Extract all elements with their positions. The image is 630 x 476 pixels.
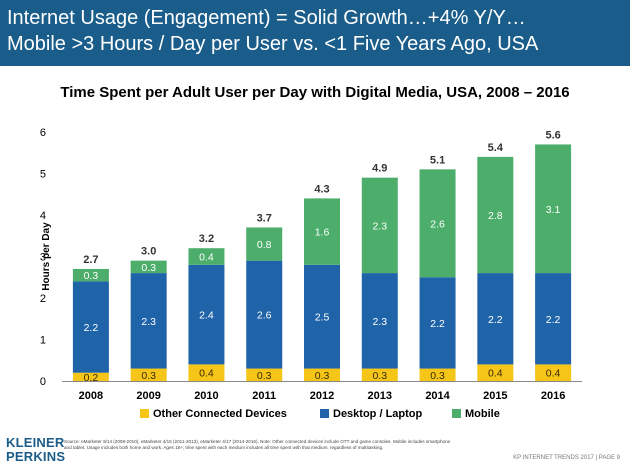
- data-label: 0.4: [546, 368, 561, 380]
- data-label: 2.8: [488, 210, 503, 222]
- data-label: 0.3: [315, 370, 330, 382]
- total-label: 5.4: [488, 142, 504, 154]
- data-label: 0.3: [257, 370, 272, 382]
- data-label: 2.2: [84, 322, 99, 334]
- data-label: 2.2: [546, 314, 561, 326]
- y-tick-label: 3: [40, 252, 46, 264]
- data-label: 0.3: [84, 270, 99, 282]
- total-label: 3.2: [199, 233, 214, 245]
- y-tick-label: 0: [40, 376, 46, 388]
- x-tick-label: 2015: [483, 390, 507, 402]
- slide-header: Internet Usage (Engagement) = Solid Grow…: [0, 0, 630, 66]
- bar-segment: [130, 260, 167, 274]
- bar-segment: [188, 248, 225, 265]
- x-tick-label: 2012: [310, 390, 334, 402]
- bar-segment: [535, 273, 572, 365]
- legend-label: Other Connected Devices: [153, 408, 287, 420]
- data-label: 2.6: [430, 218, 445, 230]
- y-tick-label: 1: [40, 335, 46, 347]
- y-tick-label: 5: [40, 169, 46, 181]
- bar-segment: [535, 144, 572, 274]
- slide-title-line-1: Internet Usage (Engagement) = Solid Grow…: [7, 7, 526, 29]
- bar-segment: [419, 169, 456, 278]
- legend-label: Desktop / Laptop: [333, 408, 423, 420]
- data-label: 2.3: [372, 220, 387, 232]
- x-tick-label: 2008: [79, 390, 103, 402]
- bar-segment: [361, 368, 398, 381]
- bar-segment: [361, 177, 398, 274]
- y-axis-title: Hours per Day: [41, 222, 52, 291]
- total-label: 4.3: [314, 183, 329, 195]
- bar-segment: [304, 264, 340, 369]
- data-label: 0.3: [372, 370, 387, 382]
- data-label: 2.3: [372, 316, 387, 328]
- bar-segment: [477, 273, 514, 365]
- bar-segment: [419, 277, 456, 369]
- data-label: 2.5: [315, 312, 330, 324]
- bar-segment: [246, 368, 283, 381]
- x-tick-label: 2011: [252, 390, 276, 402]
- data-label: 0.3: [141, 370, 156, 382]
- data-label: 0.8: [257, 239, 272, 251]
- data-label: 0.4: [199, 252, 214, 264]
- kleiner-perkins-logo: KLEINER PERKINS: [6, 436, 65, 464]
- data-label: 3.1: [546, 204, 561, 216]
- chart-title: Time Spent per Adult User per Day with D…: [60, 84, 570, 101]
- bar-segment: [246, 260, 283, 369]
- x-tick-label: 2014: [425, 390, 450, 402]
- bar-segment: [188, 364, 225, 381]
- bar-segment: [361, 273, 398, 369]
- source-note: Source: eMarketer 9/14 (2008-2010), eMar…: [64, 439, 451, 450]
- bar-segment: [535, 364, 572, 381]
- bar-segment: [130, 273, 167, 369]
- y-tick-label: 2: [40, 293, 46, 305]
- data-label: 0.4: [199, 368, 214, 380]
- bar-segment: [188, 264, 225, 365]
- x-tick-label: 2010: [194, 390, 218, 402]
- data-label: 0.3: [141, 262, 156, 274]
- data-label: 0.3: [430, 370, 445, 382]
- total-label: 5.1: [430, 154, 445, 166]
- y-tick-label: 4: [40, 210, 46, 222]
- data-label: 0.2: [84, 372, 99, 384]
- bar-segment: [304, 368, 340, 381]
- total-label: 3.0: [141, 246, 156, 258]
- legend-swatch: [452, 409, 461, 418]
- legend-label: Mobile: [465, 408, 500, 420]
- bar-segment: [477, 364, 514, 381]
- data-label: 0.4: [488, 368, 503, 380]
- total-label: 3.7: [257, 212, 272, 224]
- data-label: 2.2: [488, 314, 503, 326]
- data-label: 2.2: [430, 318, 445, 330]
- total-label: 5.6: [545, 129, 560, 141]
- data-label: 2.3: [141, 316, 156, 328]
- y-tick-label: 6: [40, 127, 46, 139]
- bar-segment: [72, 281, 109, 373]
- bar-segment: [304, 198, 340, 265]
- logo-line-1: KLEINER: [6, 435, 65, 450]
- bar-segment: [246, 227, 283, 261]
- bar-segment: [72, 268, 109, 282]
- legend-swatch: [140, 409, 149, 418]
- bar-segment: [130, 368, 167, 381]
- total-label: 4.9: [372, 163, 387, 175]
- logo-line-2: PERKINS: [6, 449, 66, 464]
- x-tick-label: 2013: [368, 390, 392, 402]
- total-label: 2.7: [83, 254, 98, 266]
- data-label: 2.6: [257, 310, 272, 322]
- x-tick-label: 2016: [541, 390, 565, 402]
- bar-segment: [419, 368, 456, 381]
- bar-segment: [72, 372, 109, 381]
- bar-segment: [477, 156, 514, 274]
- data-label: 1.6: [315, 227, 330, 239]
- x-tick-label: 2009: [136, 390, 160, 402]
- page-label: KP INTERNET TRENDS 2017 | PAGE 9: [513, 455, 620, 461]
- legend-swatch: [320, 409, 329, 418]
- slide-title-line-2: Mobile >3 Hours / Day per User vs. <1 Fi…: [7, 33, 539, 55]
- data-label: 2.4: [199, 310, 214, 322]
